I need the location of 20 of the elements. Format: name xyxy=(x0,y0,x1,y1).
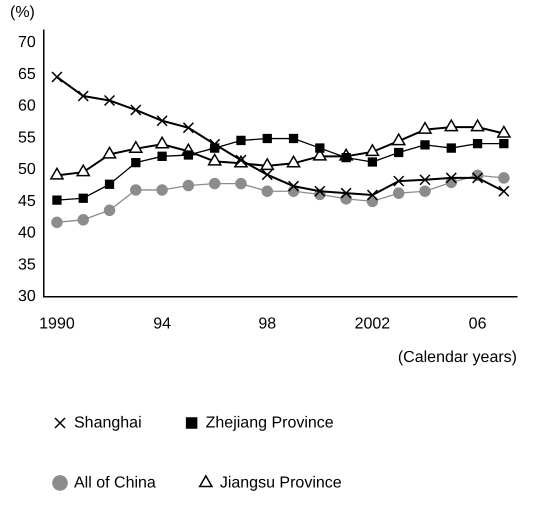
y-tick-label: 30 xyxy=(18,288,36,306)
y-tick-label: 70 xyxy=(18,34,36,52)
y-tick-label: 40 xyxy=(18,224,36,242)
y-tick-label: 35 xyxy=(18,256,36,274)
x-tick-label: 98 xyxy=(258,316,276,333)
legend-label: Shanghai xyxy=(74,414,142,432)
x-tick-label: 2002 xyxy=(354,316,390,333)
legend-label: Zhejiang Province xyxy=(206,414,334,432)
y-tick-label: 55 xyxy=(18,129,36,146)
y-tick-label: 65 xyxy=(18,66,36,83)
y-tick-label: 45 xyxy=(18,192,36,210)
x-tick-label: 06 xyxy=(468,316,487,333)
legend-label: All of China xyxy=(74,474,156,492)
legend-label: Jiangsu Province xyxy=(220,474,342,492)
x-axis-title: (Calendar years) xyxy=(398,348,517,366)
x-tick-label: 1990 xyxy=(39,316,75,333)
x-tick-label: 94 xyxy=(153,316,172,333)
y-tick-label: 50 xyxy=(18,161,36,178)
y-tick-label: 60 xyxy=(18,98,36,115)
y-axis-title: (%) xyxy=(10,4,35,22)
